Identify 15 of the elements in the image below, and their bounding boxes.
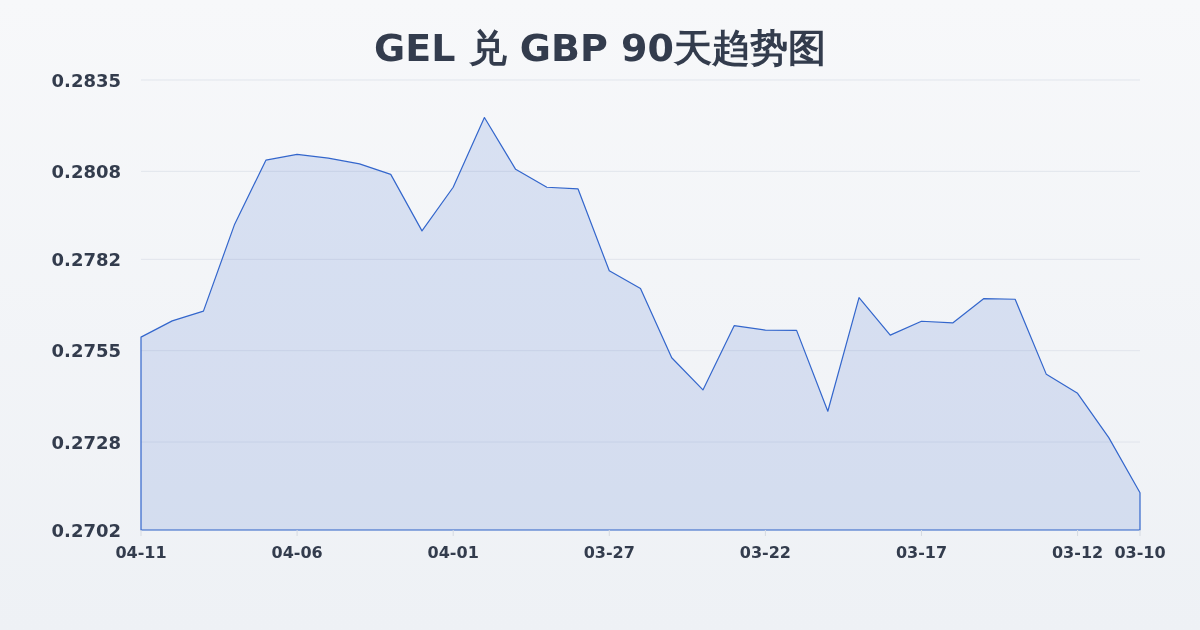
y-tick-label: 0.2835 bbox=[51, 69, 121, 91]
x-tick-label: 03-27 bbox=[583, 543, 635, 562]
y-tick-label: 0.2728 bbox=[51, 431, 121, 453]
x-tick-label: 04-01 bbox=[427, 543, 479, 562]
y-tick-label: 0.2808 bbox=[51, 160, 121, 182]
x-tick-label: 04-11 bbox=[115, 543, 167, 562]
y-tick-label: 0.2782 bbox=[51, 248, 121, 270]
x-tick-label: 03-22 bbox=[739, 543, 791, 562]
x-tick-label: 03-12 bbox=[1051, 543, 1104, 562]
y-tick-label: 0.2755 bbox=[51, 340, 121, 362]
title: GEL 兑 GBP 90天趋势图 bbox=[374, 26, 826, 70]
y-tick-label: 0.2702 bbox=[51, 519, 121, 541]
x-tick-label: 03-10 bbox=[1114, 543, 1166, 562]
x-tick-label: 03-17 bbox=[895, 543, 948, 562]
x-tick-label: 04-06 bbox=[271, 543, 323, 562]
